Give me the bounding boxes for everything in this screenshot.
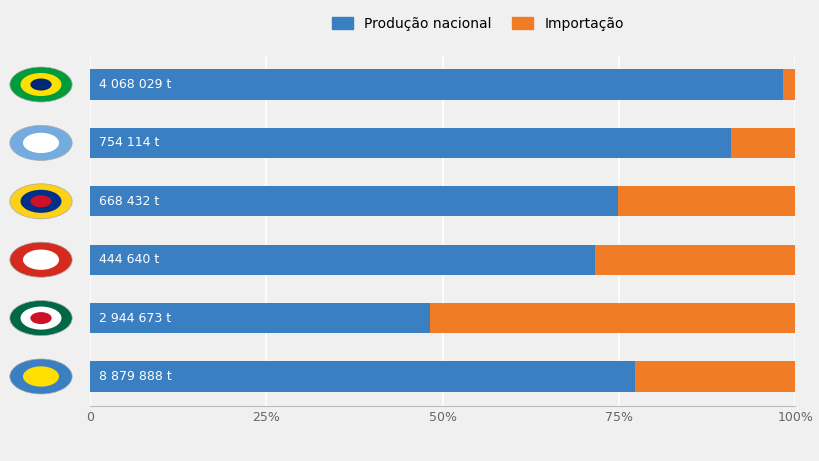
Bar: [730, 128, 794, 158]
Text: 2 944 673 t: 2 944 673 t: [98, 312, 170, 325]
Bar: [90, 303, 430, 333]
Bar: [635, 361, 794, 392]
Text: 754 114 t: 754 114 t: [98, 136, 159, 149]
Bar: [595, 244, 794, 275]
Bar: [90, 69, 782, 100]
Text: 668 432 t: 668 432 t: [98, 195, 159, 208]
Text: 4 068 029 t: 4 068 029 t: [98, 78, 171, 91]
Text: 8 879 888 t: 8 879 888 t: [98, 370, 171, 383]
Bar: [430, 303, 794, 333]
Bar: [782, 69, 794, 100]
Bar: [90, 186, 618, 217]
Bar: [90, 244, 595, 275]
Bar: [90, 361, 635, 392]
Text: 444 640 t: 444 640 t: [98, 253, 159, 266]
Bar: [90, 128, 730, 158]
Bar: [618, 186, 794, 217]
Legend: Produção nacional, Importação: Produção nacional, Importação: [325, 10, 630, 38]
